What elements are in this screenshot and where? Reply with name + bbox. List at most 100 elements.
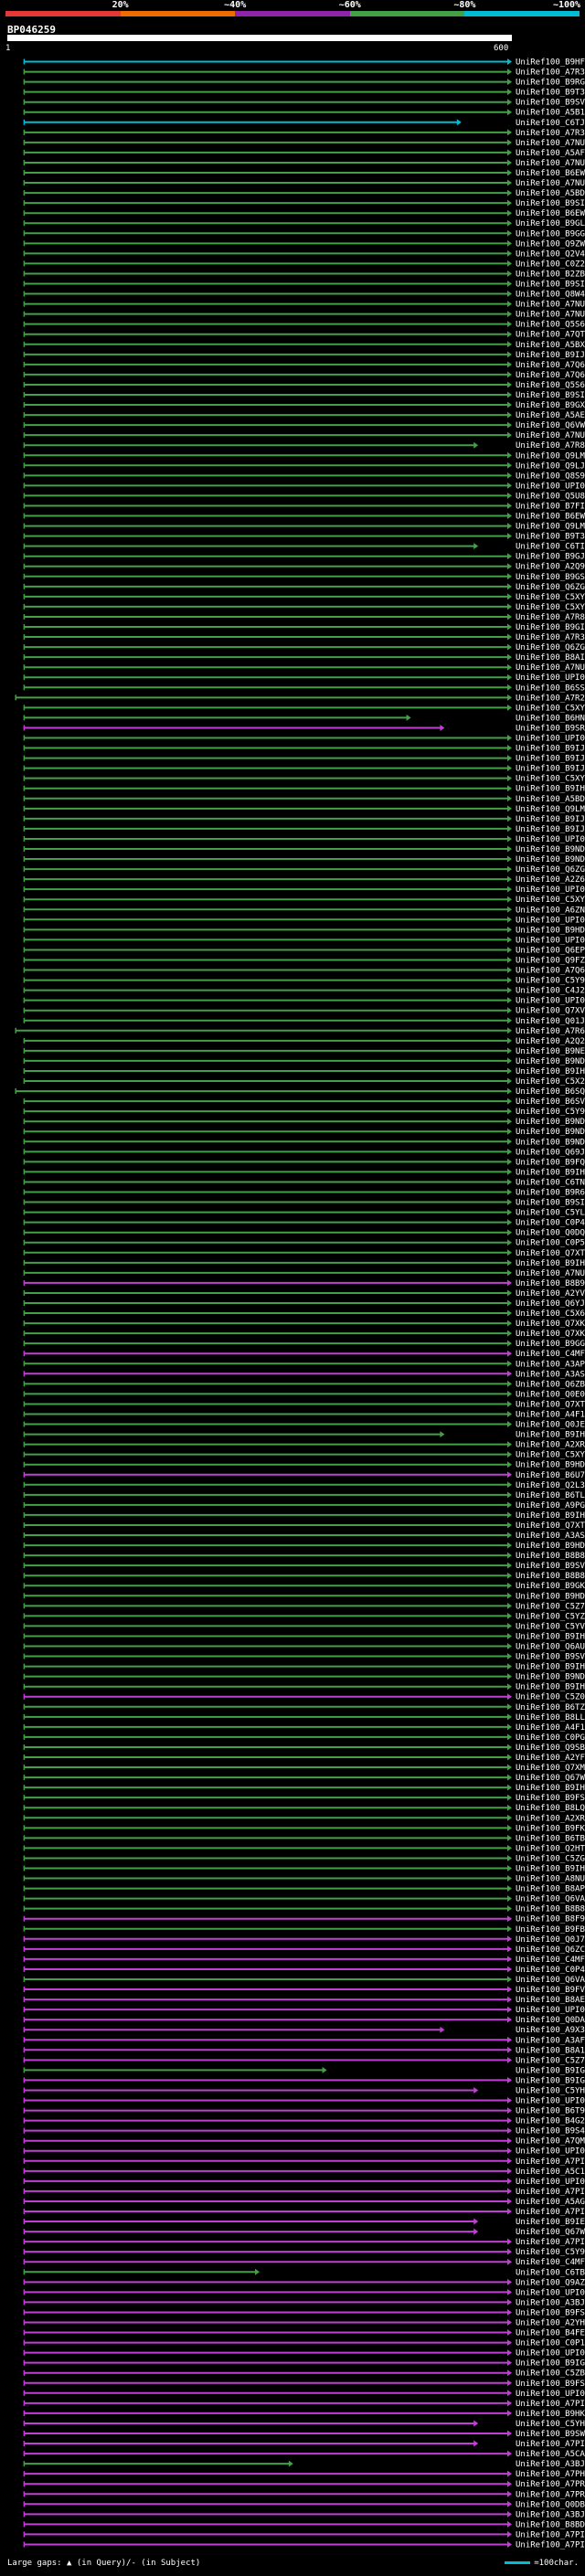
hit-label[interactable]: UniRef100_B9IGD8 (516, 2359, 585, 2369)
hit-label[interactable]: UniRef100_C0P5K5 (516, 1239, 585, 1248)
hit-label[interactable]: UniRef100_C4MF45 (516, 1956, 585, 1965)
hit-label[interactable]: UniRef100_B9IJE7 (516, 755, 585, 764)
hit-label[interactable]: UniRef100_A7NUW2 (516, 139, 585, 148)
hit-label[interactable]: UniRef100_UPI000... (516, 2178, 585, 2187)
hit-label[interactable]: UniRef100_B8AP46 (516, 1885, 585, 1894)
hit-label[interactable]: UniRef100_Q9FZT1 (516, 956, 585, 965)
hit-label[interactable]: UniRef100_UPI000... (516, 835, 585, 844)
hit-label[interactable]: UniRef100_B9HDF7 (516, 1592, 585, 1601)
hit-label[interactable]: UniRef100_Q5S6Y1 (516, 381, 585, 390)
hit-label[interactable]: UniRef100_Q67WX1 (516, 1774, 585, 1783)
hit-label[interactable]: UniRef100_A7PR08 (516, 2480, 585, 2489)
hit-label[interactable]: UniRef100_Q7XK10 (516, 1320, 585, 1329)
hit-label[interactable]: UniRef100_UPI000... (516, 2349, 585, 2359)
hit-label[interactable]: UniRef100_C0PGP4 (516, 1733, 585, 1743)
hit-label[interactable]: UniRef100_B9IJE8 (516, 351, 585, 360)
hit-label[interactable]: UniRef100_Q6ZGB4 (516, 865, 585, 875)
hit-label[interactable]: UniRef100_B9GGB0 (516, 1340, 585, 1349)
hit-label[interactable]: UniRef100_A7PIH2 (516, 2238, 585, 2247)
hit-label[interactable]: UniRef100_A9X3L6 (516, 2026, 585, 2035)
hit-label[interactable]: UniRef100_A3BJV1 (516, 2298, 585, 2307)
hit-label[interactable]: UniRef100_Q01J92 (516, 1017, 585, 1026)
hit-label[interactable]: UniRef100_B9GL59 (516, 219, 585, 228)
hit-label[interactable]: UniRef100_B9IHD9 (516, 1431, 585, 1440)
hit-label[interactable]: UniRef100_UPI000... (516, 997, 585, 1006)
hit-label[interactable]: UniRef100_A7NUX4 (516, 663, 585, 673)
hit-label[interactable]: UniRef100_B9SVU7 (516, 1562, 585, 1571)
hit-label[interactable]: UniRef100_UPI000... (516, 885, 585, 895)
hit-label[interactable]: UniRef100_Q9LJF7 (516, 461, 585, 471)
hit-label[interactable]: UniRef100_Q0JE53 (516, 1421, 585, 1430)
hit-label[interactable]: UniRef100_B8AIT5 (516, 653, 585, 663)
hit-label[interactable]: UniRef100_B9GJL8 (516, 553, 585, 562)
hit-label[interactable]: UniRef100_A7NUJ1 (516, 1269, 585, 1278)
hit-label[interactable]: UniRef100_B9NED3 (516, 1047, 585, 1056)
hit-label[interactable]: UniRef100_B6TBS7 (516, 1834, 585, 1843)
hit-label[interactable]: UniRef100_B9SV12 (516, 99, 585, 108)
hit-label[interactable]: UniRef100_B9GI14 (516, 623, 585, 632)
hit-label[interactable]: UniRef100_B9IHD6 (516, 785, 585, 794)
hit-label[interactable]: UniRef100_Q9ZWJ3 (516, 239, 585, 249)
hit-label[interactable]: UniRef100_A9PGJ9 (516, 1501, 585, 1511)
hit-label[interactable]: UniRef100_Q6VAB0 (516, 1976, 585, 1985)
hit-label[interactable]: UniRef100_C5XYC1 (516, 896, 585, 905)
hit-label[interactable]: UniRef100_Q0E051 (516, 1390, 585, 1399)
hit-label[interactable]: UniRef100_B9SIN1 (516, 199, 585, 208)
hit-label[interactable]: UniRef100_Q7XV42 (516, 1007, 585, 1016)
hit-label[interactable]: UniRef100_B9IHE0 (516, 1168, 585, 1177)
hit-label[interactable]: UniRef100_A2YHS5 (516, 2318, 585, 2327)
hit-label[interactable]: UniRef100_A5CAD3 (516, 2450, 585, 2459)
hit-label[interactable]: UniRef100_C5ZGY2 (516, 1854, 585, 1863)
hit-label[interactable]: UniRef100_C0P145 (516, 2339, 585, 2348)
hit-label[interactable]: UniRef100_B9T3Q9 (516, 533, 585, 542)
hit-label[interactable]: UniRef100_A2YFJ2 (516, 1754, 585, 1763)
hit-label[interactable]: UniRef100_B9NDA4 (516, 855, 585, 864)
hit-label[interactable]: UniRef100_A7NUW0 (516, 301, 585, 310)
hit-label[interactable]: UniRef100_C6TJJ9 (516, 119, 585, 128)
hit-label[interactable]: UniRef100_B8F9U9 (516, 1915, 585, 1924)
hit-label[interactable]: UniRef100_UPI000... (516, 735, 585, 744)
hit-label[interactable]: UniRef100_B9RGS8 (516, 79, 585, 88)
hit-label[interactable]: UniRef100_A7PIH9 (516, 2157, 585, 2167)
hit-label[interactable]: UniRef100_UPI000... (516, 673, 585, 683)
hit-label[interactable]: UniRef100_C5Z7P5 (516, 2056, 585, 2065)
hit-label[interactable]: UniRef100_A7PIJ7 (516, 2530, 585, 2539)
hit-label[interactable]: UniRef100_Q8S999 (516, 472, 585, 481)
hit-label[interactable]: UniRef100_B6TL37 (516, 1491, 585, 1500)
hit-label[interactable]: UniRef100_B6EWX9 (516, 209, 585, 218)
hit-label[interactable]: UniRef100_B9NDA4 (516, 845, 585, 854)
hit-label[interactable]: UniRef100_A3AS10 (516, 1370, 585, 1379)
hit-label[interactable]: UniRef100_B9IHE3 (516, 1259, 585, 1268)
hit-label[interactable]: UniRef100_B9FS86 (516, 2308, 585, 2317)
hit-label[interactable]: UniRef100_Q2L3V6 (516, 1481, 585, 1490)
hit-label[interactable]: UniRef100_A6ZNC5 (516, 906, 585, 915)
hit-label[interactable]: UniRef100_Q7XTH0 (516, 1521, 585, 1531)
hit-label[interactable]: UniRef100_C4MF40 (516, 2258, 585, 2267)
hit-label[interactable]: UniRef100_Q9LME8 (516, 523, 585, 532)
hit-label[interactable]: UniRef100_B8B9S7 (516, 1279, 585, 1288)
hit-label[interactable]: UniRef100_B9NDE7 (516, 1138, 585, 1147)
hit-label[interactable]: UniRef100_B9SIN3 (516, 281, 585, 290)
hit-label[interactable]: UniRef100_Q7XT05 (516, 1400, 585, 1409)
hit-label[interactable]: UniRef100_Q6ZCN7 (516, 1945, 585, 1955)
hit-label[interactable]: UniRef100_A5BDV7 (516, 189, 585, 198)
hit-label[interactable]: UniRef100_B6U7W5 (516, 1471, 585, 1480)
hit-label[interactable]: UniRef100_B6TZW6 (516, 1703, 585, 1712)
hit-label[interactable]: UniRef100_A7Q638 (516, 967, 585, 976)
hit-label[interactable]: UniRef100_B9GGX7 (516, 229, 585, 239)
hit-label[interactable]: UniRef100_B6EWY9 (516, 513, 585, 522)
hit-label[interactable]: UniRef100_A7PIE7 (516, 2400, 585, 2409)
hit-label[interactable]: UniRef100_C5X2M6 (516, 1077, 585, 1087)
hit-label[interactable]: UniRef100_B9FS07 (516, 1794, 585, 1803)
hit-label[interactable]: UniRef100_B9IHD8 (516, 1511, 585, 1521)
hit-label[interactable]: UniRef100_A5BXX1 (516, 341, 585, 350)
hit-label[interactable]: UniRef100_A7QT36 (516, 331, 585, 340)
hit-label[interactable]: UniRef100_C5X631 (516, 1309, 585, 1319)
hit-label[interactable]: UniRef100_A5AFY6 (516, 149, 585, 158)
hit-label[interactable]: UniRef100_C5YH11 (516, 2420, 585, 2429)
hit-label[interactable]: UniRef100_Q5U8B1 (516, 492, 585, 501)
hit-label[interactable]: UniRef100_B9IHF0 (516, 1632, 585, 1641)
hit-label[interactable]: UniRef100_C6TN82 (516, 1178, 585, 1187)
hit-label[interactable]: UniRef100_B9SIN4 (516, 1199, 585, 1208)
hit-label[interactable]: UniRef100_B8B8D0 (516, 1905, 585, 1914)
